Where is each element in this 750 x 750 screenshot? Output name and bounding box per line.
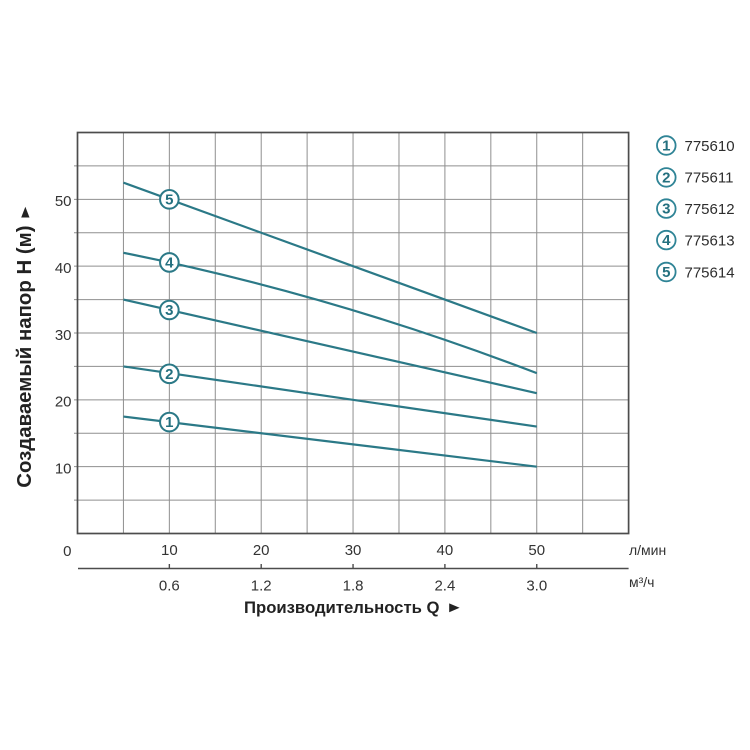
svg-text:775612: 775612 bbox=[685, 201, 735, 218]
svg-text:3.0: 3.0 bbox=[526, 578, 547, 595]
svg-text:10: 10 bbox=[161, 542, 178, 559]
svg-text:775613: 775613 bbox=[685, 232, 735, 249]
svg-text:1.2: 1.2 bbox=[251, 578, 272, 595]
svg-text:50: 50 bbox=[55, 193, 72, 210]
svg-text:3: 3 bbox=[662, 201, 670, 218]
svg-text:775610: 775610 bbox=[685, 138, 735, 155]
svg-text:775611: 775611 bbox=[685, 170, 734, 187]
svg-text:Производительность Q: Производительность Q bbox=[244, 598, 440, 617]
svg-text:40: 40 bbox=[55, 260, 72, 277]
svg-text:Создаваемый напор Н (м): Создаваемый напор Н (м) bbox=[14, 225, 36, 487]
svg-text:40: 40 bbox=[437, 542, 454, 559]
svg-text:2: 2 bbox=[662, 169, 670, 186]
svg-text:л/мин: л/мин bbox=[629, 542, 666, 558]
svg-text:1: 1 bbox=[165, 414, 173, 431]
svg-text:50: 50 bbox=[528, 542, 545, 559]
svg-text:3: 3 bbox=[165, 302, 173, 319]
svg-text:5: 5 bbox=[165, 191, 173, 208]
svg-text:4: 4 bbox=[662, 232, 671, 249]
svg-text:30: 30 bbox=[55, 327, 72, 344]
svg-text:2.4: 2.4 bbox=[434, 578, 455, 595]
svg-text:20: 20 bbox=[55, 394, 72, 411]
svg-text:0: 0 bbox=[63, 543, 71, 560]
svg-text:20: 20 bbox=[253, 542, 270, 559]
svg-text:2: 2 bbox=[165, 366, 173, 383]
svg-text:30: 30 bbox=[345, 542, 362, 559]
svg-text:0.6: 0.6 bbox=[159, 578, 180, 595]
svg-text:775614: 775614 bbox=[685, 264, 735, 281]
svg-text:4: 4 bbox=[165, 254, 174, 271]
svg-text:1.8: 1.8 bbox=[343, 578, 364, 595]
svg-text:10: 10 bbox=[55, 460, 72, 477]
svg-text:м³/ч: м³/ч bbox=[629, 574, 654, 590]
svg-text:5: 5 bbox=[662, 264, 670, 281]
svg-text:1: 1 bbox=[662, 138, 670, 155]
